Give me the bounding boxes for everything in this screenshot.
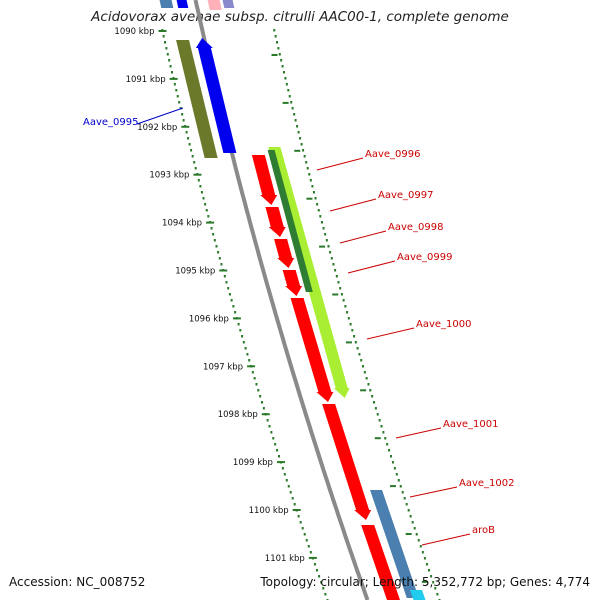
feature-aave-1000 (290, 298, 334, 402)
tick-label: 1099 kbp (233, 458, 273, 468)
feature-aave-0996 (251, 155, 278, 205)
gene-label-aave_0999: Aave_0999 (347, 252, 453, 274)
feature-aave-1001 (322, 404, 372, 520)
gene-label-aave_1002: Aave_1002 (409, 478, 515, 498)
tick-label: 1091 kbp (126, 75, 166, 85)
gene-label-aave_0997: Aave_0997 (329, 190, 434, 212)
tick-label: 1093 kbp (149, 171, 189, 181)
tick-1095: 1095 kbp (175, 267, 339, 296)
tick-label: 1095 kbp (175, 267, 215, 277)
gene-labels: Aave_0995 Aave_0996 Aave_0997 Aave_0998 Aave… (83, 107, 515, 546)
topology-text: Topology: circular; Length: 5,352,772 bp… (260, 575, 590, 589)
tick-label: 1101 kbp (265, 554, 305, 564)
tick-1101: 1101 kbp (265, 554, 428, 583)
feature-aave-0998 (274, 239, 295, 268)
map-title: Acidovorax avenae subsp. citrulli AAC00-… (91, 9, 509, 25)
tick-label: 1092 kbp (137, 123, 177, 133)
tick-label: 1096 kbp (189, 314, 229, 324)
gene-name: Aave_0998 (388, 222, 444, 233)
tick-label: 1097 kbp (203, 362, 243, 372)
feature-aroB (361, 525, 401, 600)
feature-aave-0997 (265, 207, 286, 237)
feature-top-reverse (176, 0, 189, 8)
tick-track: 1090 kbp 1091 kbp 1092 kbp 1093 kbp 1094 kbp… (114, 27, 441, 600)
feature-steel-1002 (370, 490, 419, 598)
gene-name: aroB (472, 525, 495, 536)
gene-name: Aave_1001 (443, 419, 499, 430)
feature-aave-0999 (282, 270, 303, 296)
gene-label-aave_0995: Aave_0995 (83, 107, 184, 128)
tick-1097: 1097 kbp (203, 362, 367, 392)
tick-1098: 1098 kbp (218, 410, 381, 440)
tick-1093: 1093 kbp (149, 171, 313, 200)
gene-label-aave_0998: Aave_0998 (339, 222, 444, 244)
feature-olive-0995 (176, 40, 218, 158)
gene-label-aave_1000: Aave_1000 (366, 319, 472, 340)
gene-label-aave_0996: Aave_0996 (316, 149, 421, 171)
gene-name: Aave_0997 (378, 190, 434, 201)
tick-1091: 1091 kbp (126, 75, 289, 104)
gene-label-arob: aroB (421, 525, 495, 546)
tick-1092: 1092 kbp (137, 123, 301, 152)
tick-label: 1098 kbp (218, 410, 258, 420)
feature-cyan (409, 590, 426, 600)
gene-name: Aave_1002 (459, 478, 515, 489)
gene-name: Aave_1000 (416, 319, 472, 330)
feature-aave-0995 (195, 38, 237, 153)
feature-dark-green (267, 150, 313, 292)
tick-1090: 1090 kbp (114, 27, 278, 56)
tick-1096: 1096 kbp (189, 314, 352, 344)
feature-top-pink (207, 0, 222, 10)
tick-1100: 1100 kbp (249, 506, 412, 535)
tick-1099: 1099 kbp (233, 458, 396, 488)
tick-label: 1090 kbp (114, 27, 154, 37)
gene-label-aave_1001: Aave_1001 (395, 419, 499, 439)
feature-top-violet (222, 0, 235, 8)
gene-name: Aave_0995 (83, 117, 139, 128)
feature-top-blue (159, 0, 174, 8)
gene-name: Aave_0996 (365, 149, 421, 160)
tick-label: 1100 kbp (249, 506, 289, 516)
tick-label: 1094 kbp (162, 219, 202, 229)
gene-name: Aave_0999 (397, 252, 453, 263)
feature-track (159, 0, 426, 600)
tick-1094: 1094 kbp (162, 219, 326, 248)
accession-text: Accession: NC_008752 (9, 575, 146, 589)
